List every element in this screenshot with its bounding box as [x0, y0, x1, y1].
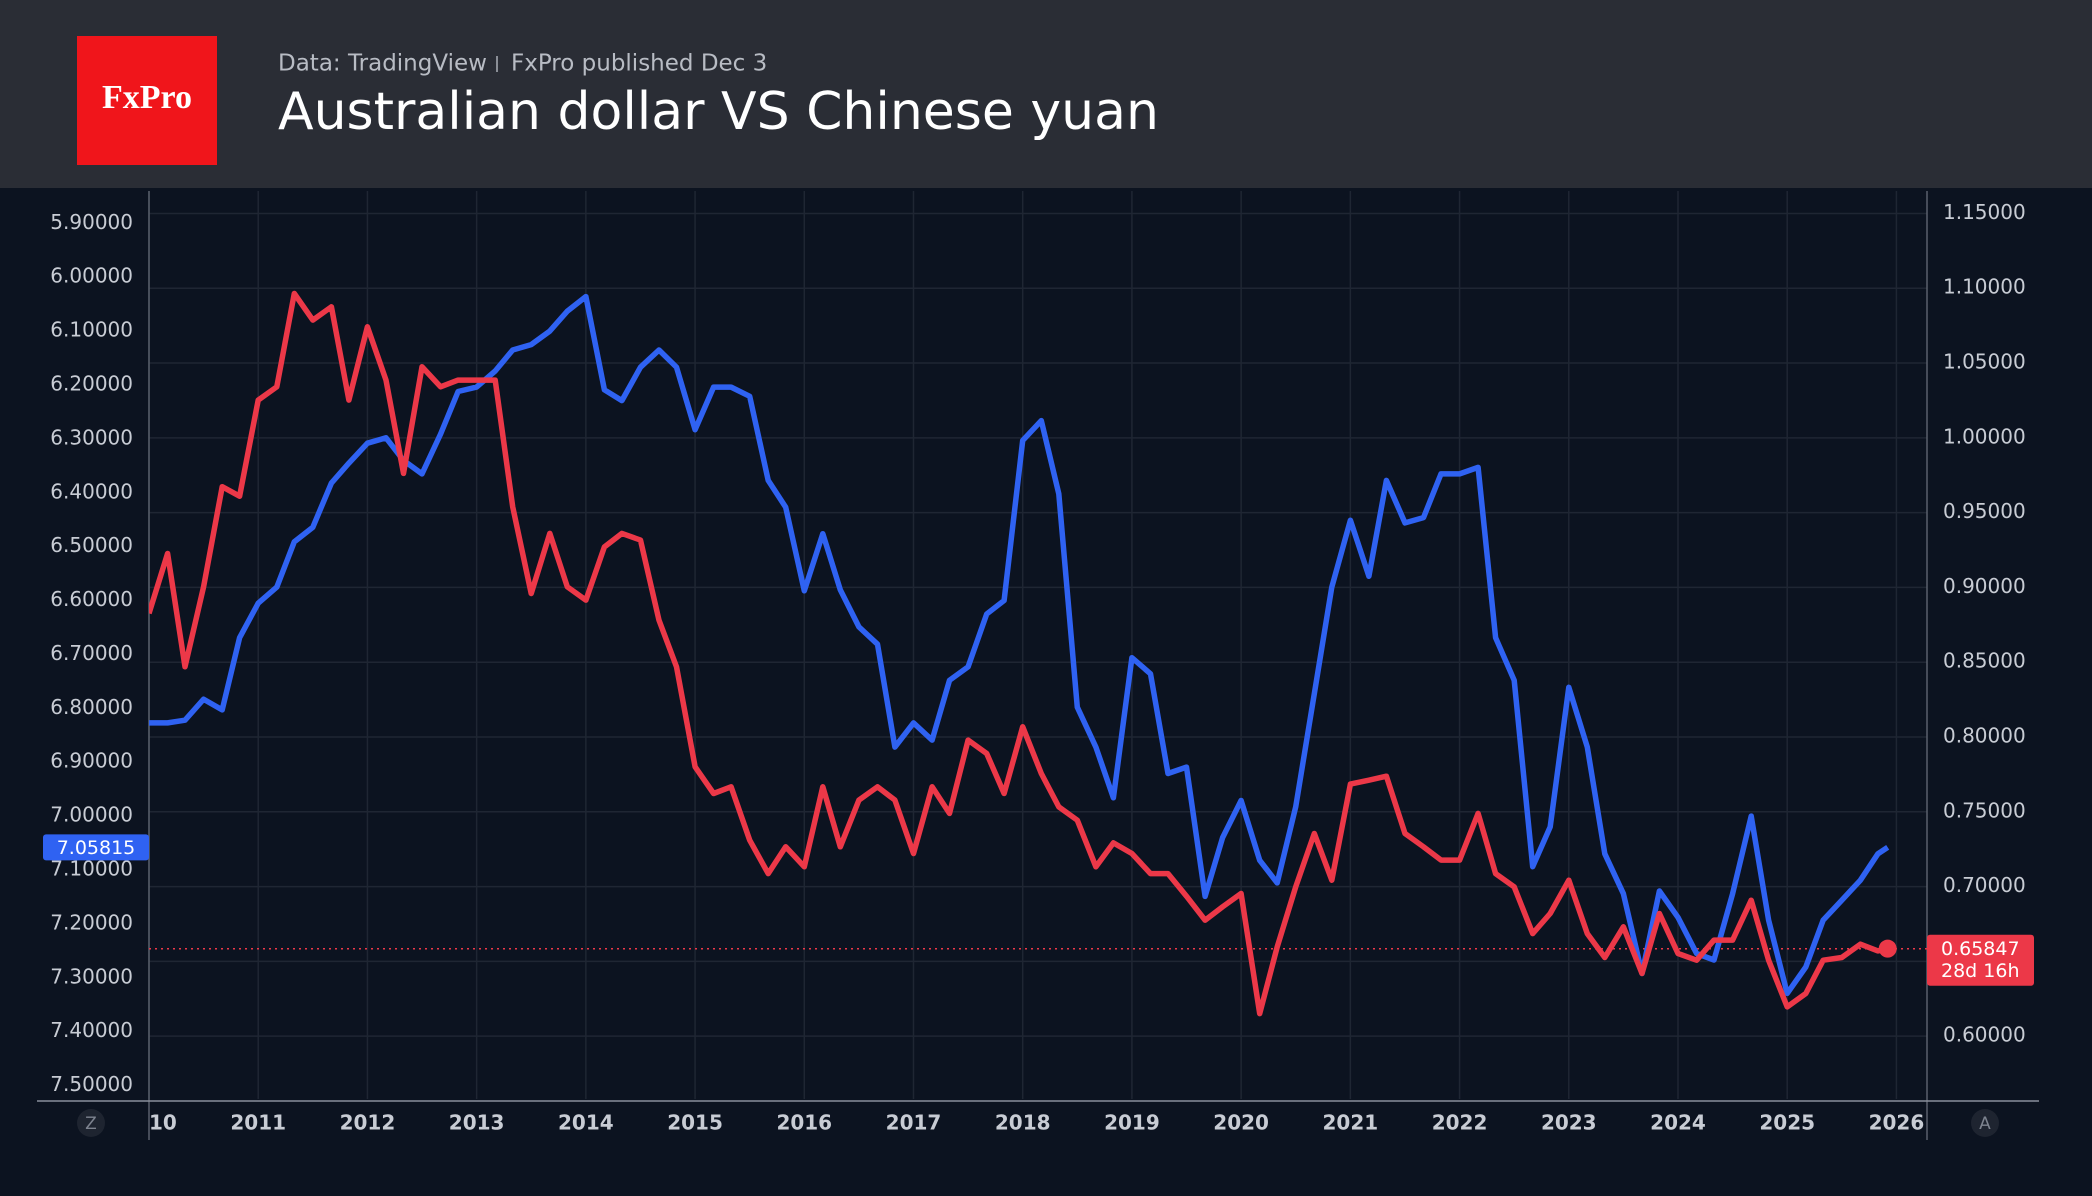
x-tick-label: 2014 [558, 1111, 614, 1135]
price-tag-label: 7.05815 [57, 837, 136, 859]
y2-tick-label: 1.05000 [1943, 350, 2026, 374]
y2-tick-label: 0.85000 [1943, 649, 2026, 673]
y-tick-label: 7.00000 [50, 803, 133, 827]
published: FxPro published Dec 3 [511, 51, 767, 77]
y-tick-label: 7.30000 [50, 964, 133, 988]
x-tick-label: 2023 [1541, 1111, 1597, 1135]
y2-tick-label: 0.95000 [1943, 499, 2026, 523]
y2-tick-label: 1.10000 [1943, 275, 2026, 299]
y-tick-label: 6.00000 [50, 264, 133, 288]
series-line [149, 293, 1890, 997]
axis-button-label: A [1979, 1114, 1991, 1134]
y-tick-label: 6.90000 [50, 749, 133, 773]
y-tick-label: 7.20000 [50, 910, 133, 934]
y-tick-label: 6.10000 [50, 318, 133, 342]
x-tick-label: 2012 [340, 1111, 396, 1135]
y-tick-label: 6.40000 [50, 479, 133, 503]
logo-box [77, 36, 217, 165]
y2-tick-label: 0.80000 [1943, 723, 2026, 747]
price-tag-label: 0.65847 [1941, 938, 2020, 960]
x-tick-label: 2011 [230, 1111, 286, 1135]
y-tick-label: 6.20000 [50, 371, 133, 395]
x-tick-label: 2010 [121, 1111, 177, 1135]
y-tick-label: 6.60000 [50, 587, 133, 611]
axis-button-label: Z [85, 1114, 97, 1134]
x-tick-label: 2015 [667, 1111, 723, 1135]
price-tag-sublabel: 28d 16h [1941, 960, 2020, 982]
axis-button[interactable] [1971, 1109, 1999, 1137]
y-tick-label: 6.50000 [50, 533, 133, 557]
price-tag [43, 834, 149, 861]
y2-tick-label: 0.90000 [1943, 574, 2026, 598]
x-tick-label: 2022 [1432, 1111, 1488, 1135]
x-tick-label: 2026 [1869, 1111, 1925, 1135]
y-tick-label: 7.50000 [50, 1072, 133, 1096]
series-line [149, 290, 1889, 1017]
x-tick-label: 2013 [449, 1111, 505, 1135]
chart-title: Australian dollar VS Chinese yuan [278, 82, 1159, 142]
y2-tick-label: 0.70000 [1943, 873, 2026, 897]
x-tick-label: 2019 [1104, 1111, 1160, 1135]
axis-button[interactable] [77, 1109, 105, 1137]
header-bar [0, 0, 2092, 188]
x-tick-label: 2017 [886, 1111, 942, 1135]
y-tick-label: 6.70000 [50, 641, 133, 665]
y-tick-label: 5.90000 [50, 210, 133, 234]
x-tick-label: 2021 [1323, 1111, 1379, 1135]
y2-tick-label: 0.60000 [1943, 1023, 2026, 1047]
y2-tick-label: 0.75000 [1943, 798, 2026, 822]
x-tick-label: 2016 [776, 1111, 832, 1135]
y-tick-label: 6.30000 [50, 425, 133, 449]
y-tick-label: 7.10000 [50, 856, 133, 880]
logo: FxPro [102, 79, 192, 116]
x-tick-label: 2025 [1759, 1111, 1815, 1135]
source: Data: TradingView [278, 51, 487, 77]
x-tick-label: 2024 [1650, 1111, 1706, 1135]
y2-tick-label: 1.00000 [1943, 424, 2026, 448]
x-tick-label: 2018 [995, 1111, 1051, 1135]
y2-tick-label: 1.15000 [1943, 200, 2026, 224]
last-point [1878, 939, 1897, 958]
y-tick-label: 7.40000 [50, 1018, 133, 1042]
x-tick-label: 2020 [1213, 1111, 1269, 1135]
price-tag [1927, 934, 2034, 986]
y-tick-label: 6.80000 [50, 695, 133, 719]
